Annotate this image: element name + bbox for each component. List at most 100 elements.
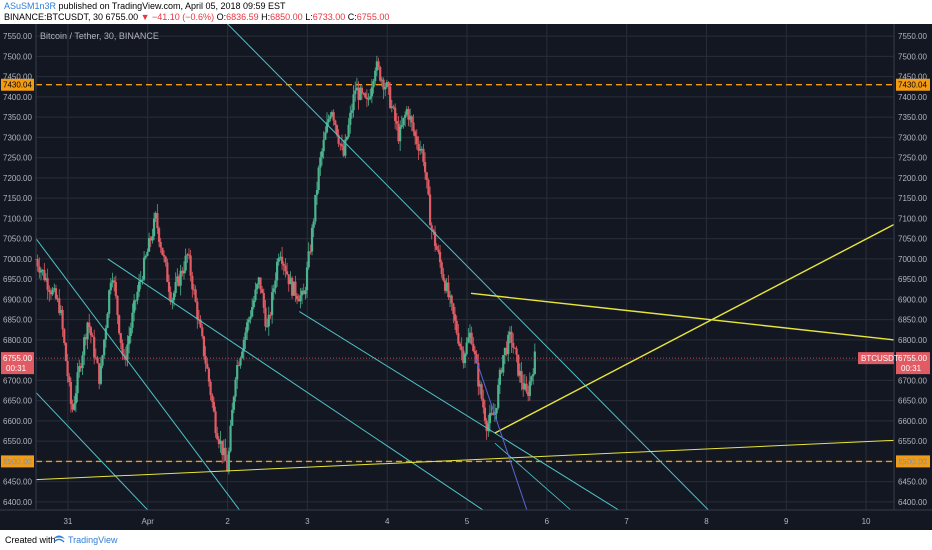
candle-body	[289, 277, 292, 285]
candle-body	[59, 310, 63, 313]
author-link[interactable]: ASuSM1n3R	[4, 1, 57, 11]
countdown-label-right: 00:31	[901, 364, 922, 373]
candle-body	[196, 301, 199, 320]
level-tag-right	[896, 455, 930, 468]
candle-body	[94, 357, 97, 359]
candle-body	[201, 327, 204, 337]
candle-body	[267, 314, 270, 327]
y-tick-label: 6450.00	[3, 478, 32, 487]
chart-area[interactable]: 7430.04 7430.04 6500.00 6500.00 6400.00 6400…	[0, 24, 932, 530]
candle-body	[186, 254, 189, 256]
candle-body	[420, 148, 423, 150]
candle-body	[231, 409, 234, 426]
candle-body	[151, 236, 154, 241]
candle-body	[322, 139, 325, 152]
low-value: 6733.00	[312, 12, 346, 22]
candle-body	[146, 251, 149, 257]
candle-body	[152, 218, 156, 237]
trend-line	[474, 355, 528, 510]
y-tick-label: 6550.00	[3, 437, 32, 446]
candle-body	[73, 403, 76, 410]
level-tag-right	[896, 78, 930, 91]
candle-body	[256, 284, 259, 290]
candle-body	[209, 381, 212, 396]
candle-body	[492, 412, 495, 416]
candle-body	[325, 122, 329, 133]
candle-body	[136, 291, 139, 301]
y-tick-label: 7300.00	[898, 133, 927, 142]
candle-body	[532, 374, 535, 377]
candle-body	[490, 412, 493, 414]
candle-body	[455, 320, 458, 333]
candle-body	[156, 213, 159, 229]
candle-body	[41, 269, 44, 271]
candle-body	[512, 342, 515, 348]
candle-body	[453, 314, 457, 321]
candle-body	[320, 151, 324, 158]
close-value: 6755.00	[356, 12, 390, 22]
candle-body	[192, 289, 196, 291]
candle-body	[467, 337, 470, 343]
candle-body	[261, 289, 264, 294]
candle-body	[437, 249, 440, 252]
chart-title: Bitcoin / Tether, 30, BINANCE	[40, 31, 159, 41]
trend-line	[494, 442, 572, 510]
candle-body	[317, 167, 320, 191]
level-label-left: 7430.04	[3, 81, 32, 90]
candle-body	[503, 347, 507, 356]
candle-body	[412, 122, 415, 132]
candle-body	[485, 420, 488, 432]
candle-body	[423, 161, 427, 173]
candle-body	[221, 440, 224, 456]
candle-body	[176, 276, 179, 282]
candle-body	[177, 276, 181, 286]
candle-body	[217, 439, 221, 444]
candle-body	[384, 87, 387, 90]
candle-body	[262, 293, 265, 308]
candle-body	[354, 90, 357, 95]
y-tick-label: 7200.00	[3, 174, 32, 183]
y-tick-label: 6900.00	[3, 295, 32, 304]
candle-body	[445, 282, 448, 291]
candle-body	[284, 265, 287, 272]
candle-body	[106, 313, 109, 329]
candle-body	[237, 365, 240, 367]
candle-body	[282, 263, 285, 266]
candle-body	[236, 365, 239, 380]
symbol-tag	[858, 352, 894, 365]
candle-body	[294, 281, 297, 296]
y-tick-label: 7100.00	[3, 214, 32, 223]
tradingview-link[interactable]: TradingView	[68, 535, 118, 545]
trend-line	[226, 24, 710, 510]
y-tick-label: 6950.00	[898, 275, 927, 284]
candle-body	[66, 360, 69, 377]
candle-body	[84, 337, 87, 340]
candle-body	[229, 425, 232, 452]
y-tick-label: 7500.00	[3, 52, 32, 61]
candle-body	[340, 144, 344, 147]
candle-body	[347, 124, 350, 137]
candle-body	[222, 447, 225, 456]
candle-body	[242, 339, 245, 352]
y-tick-label: 7200.00	[898, 174, 927, 183]
y-tick-label: 7400.00	[3, 93, 32, 102]
candle-body	[64, 343, 68, 361]
candle-body	[518, 370, 521, 376]
x-tick-label: 6	[545, 517, 550, 526]
y-tick-label: 7550.00	[898, 32, 927, 41]
candle-body	[472, 343, 475, 352]
candle-body	[380, 79, 383, 81]
candle-body	[450, 295, 453, 304]
candle-body	[438, 251, 442, 263]
candle-body	[414, 131, 417, 137]
candle-body	[123, 354, 126, 356]
candle-body	[49, 292, 53, 295]
open-label: O:	[216, 12, 227, 22]
candle-body	[428, 194, 432, 226]
candle-body	[344, 139, 347, 156]
candle-body	[88, 322, 91, 328]
candle-body	[119, 333, 122, 344]
candle-body	[39, 270, 43, 273]
x-tick-label: 7	[624, 517, 629, 526]
